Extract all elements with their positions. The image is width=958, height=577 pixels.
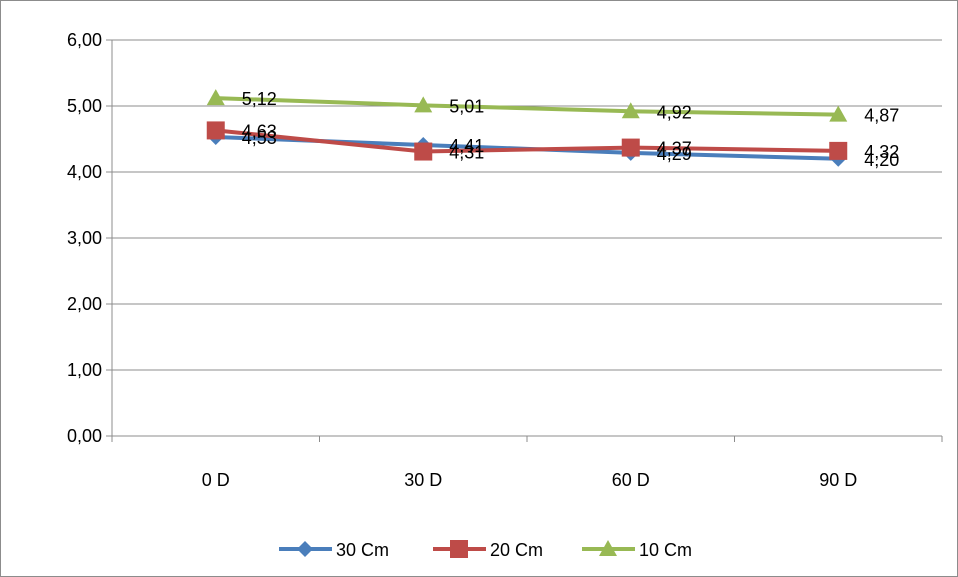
legend-marker-10-cm: [599, 540, 617, 556]
data-point-20-cm: [206, 121, 225, 140]
y-tick-label: 3,00: [67, 228, 102, 248]
data-label-10-cm: 4,92: [657, 102, 692, 122]
legend-label-20-cm: 20 Cm: [490, 540, 543, 560]
data-point-20-cm: [414, 142, 433, 161]
y-tick-label: 6,00: [67, 30, 102, 50]
data-label-30-cm: 4,29: [657, 144, 692, 164]
legend-marker-20-cm: [450, 540, 468, 558]
data-label-30-cm: 4,20: [864, 150, 899, 170]
x-tick-label: 90 D: [819, 470, 857, 490]
legend-label-10-cm: 10 Cm: [639, 540, 692, 560]
series-line-20-cm: [215, 128, 839, 154]
data-point-10-cm: [414, 96, 433, 113]
y-tick-label: 1,00: [67, 360, 102, 380]
y-tick-label: 4,00: [67, 162, 102, 182]
data-point-20-cm: [829, 141, 848, 160]
x-tick-label: 60 D: [612, 470, 650, 490]
data-label-10-cm: 4,87: [864, 106, 899, 126]
data-point-10-cm: [206, 89, 225, 106]
y-tick-label: 0,00: [67, 426, 102, 446]
legend-marker-30-cm: [297, 541, 313, 557]
data-label-10-cm: 5,01: [449, 96, 484, 116]
x-tick-label: 30 D: [404, 470, 442, 490]
data-label-20-cm: 4,31: [449, 143, 484, 163]
data-label-20-cm: 4,37: [657, 139, 692, 159]
x-tick-label: 0 D: [202, 470, 230, 490]
data-label-10-cm: 5,12: [242, 89, 277, 109]
data-label-30-cm: 4,53: [242, 128, 277, 148]
data-point-10-cm: [621, 102, 640, 119]
data-point-10-cm: [829, 105, 848, 122]
data-point-20-cm: [621, 138, 640, 157]
data-label-30-cm: 4,41: [449, 136, 484, 156]
series-line-10-cm: [215, 96, 839, 117]
data-label-20-cm: 4,63: [242, 121, 277, 141]
data-label-20-cm: 4,32: [864, 142, 899, 162]
y-tick-label: 5,00: [67, 96, 102, 116]
y-tick-label: 2,00: [67, 294, 102, 314]
legend-label-30-cm: 30 Cm: [336, 540, 389, 560]
